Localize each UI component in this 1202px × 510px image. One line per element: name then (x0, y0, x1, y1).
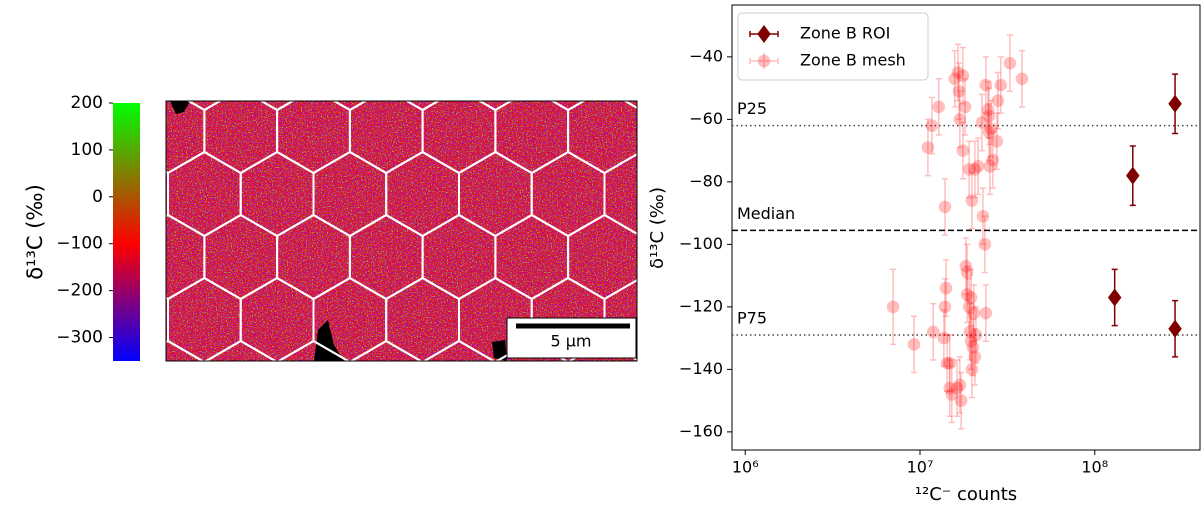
colorbar-tick-label: 200 (71, 93, 103, 113)
data-point (967, 307, 980, 320)
colorbar-tick-label: −300 (56, 328, 103, 348)
data-point (926, 119, 939, 132)
dark-spot (492, 340, 507, 361)
colorbar-tick-label: 100 (71, 140, 103, 160)
hex-cell (677, 152, 750, 236)
x-tick-label: 10⁸ (1081, 458, 1108, 477)
data-point (955, 394, 968, 407)
reference-label: P25 (737, 99, 767, 118)
data-point (887, 301, 900, 314)
data-point (954, 379, 967, 392)
data-point (908, 338, 921, 351)
hex-cell (459, 404, 532, 488)
data-point (1126, 167, 1140, 185)
hex-cell (386, 26, 459, 110)
y-tick-label: −80 (689, 171, 723, 190)
reference-label: P75 (737, 309, 767, 328)
data-point (979, 238, 992, 251)
data-point (959, 101, 972, 114)
hex-cell (314, 404, 387, 488)
x-tick-label: 10⁷ (907, 458, 934, 477)
data-point (972, 160, 985, 173)
legend-label: Zone B ROI (800, 24, 890, 43)
hex-cell (459, 26, 532, 110)
hex-cell (241, 26, 314, 110)
x-axis-label: ¹²C⁻ counts (915, 484, 1017, 505)
y-tick-label: −120 (679, 296, 723, 315)
hex-cell (386, 404, 459, 488)
hex-cell (641, 341, 714, 425)
data-point (954, 113, 967, 126)
colorbar-tick-label: −200 (56, 281, 103, 301)
colorbar-tick-label: −100 (56, 234, 103, 254)
y-tick-label: −40 (689, 46, 723, 65)
colorbar (113, 103, 140, 361)
hex-cell (168, 404, 241, 488)
hex-cell (641, 89, 714, 173)
reference-label: Median (737, 204, 795, 223)
data-point (965, 291, 978, 304)
data-point (980, 79, 993, 92)
data-point (1016, 72, 1029, 85)
hex-cell (168, 26, 241, 110)
hex-cell (95, 404, 168, 488)
data-point (995, 79, 1008, 92)
figure: 5 μm 200 100 0 −100 −200 −300 δ¹³C (‰) −40 −60 −8… (0, 0, 1202, 510)
scale-bar-label: 5 μm (550, 332, 591, 351)
hex-cell (314, 26, 387, 110)
data-point (970, 329, 983, 342)
data-point (992, 94, 1005, 107)
data-point (980, 307, 993, 320)
data-point (940, 282, 953, 295)
hex-cell (95, 26, 168, 110)
data-point (1004, 57, 1017, 70)
data-point (943, 357, 956, 370)
data-point (957, 144, 970, 157)
scale-bar: 5 μm (507, 318, 636, 358)
data-point (983, 110, 996, 123)
hex-cell (241, 404, 314, 488)
data-point (957, 69, 970, 82)
hex-cell (605, 404, 678, 488)
data-point (1168, 320, 1182, 338)
y-tick-label: −160 (679, 421, 723, 440)
data-point (969, 351, 982, 364)
data-point (932, 101, 945, 114)
data-point (938, 332, 951, 345)
data-point (1108, 289, 1122, 307)
hex-cell (605, 26, 678, 110)
data-point (966, 194, 979, 207)
y-tick-label: −60 (689, 109, 723, 128)
hex-cell (532, 26, 605, 110)
legend-swatch (758, 55, 771, 68)
legend-label: Zone B mesh (800, 51, 906, 70)
colorbar-tick-label: 0 (92, 187, 103, 207)
colorbar-label: δ¹³C (‰) (23, 184, 47, 280)
y-tick-label: −100 (679, 234, 723, 253)
data-point (939, 201, 952, 214)
y-axis-label: δ¹³C (‰) (647, 187, 668, 269)
hex-cell (532, 404, 605, 488)
data-point (939, 301, 952, 314)
data-point (990, 135, 1003, 148)
data-point (1168, 95, 1182, 113)
y-tick-label: −140 (679, 359, 723, 378)
data-point (966, 363, 979, 376)
x-tick-label: 10⁶ (732, 458, 759, 477)
data-point (927, 326, 940, 339)
